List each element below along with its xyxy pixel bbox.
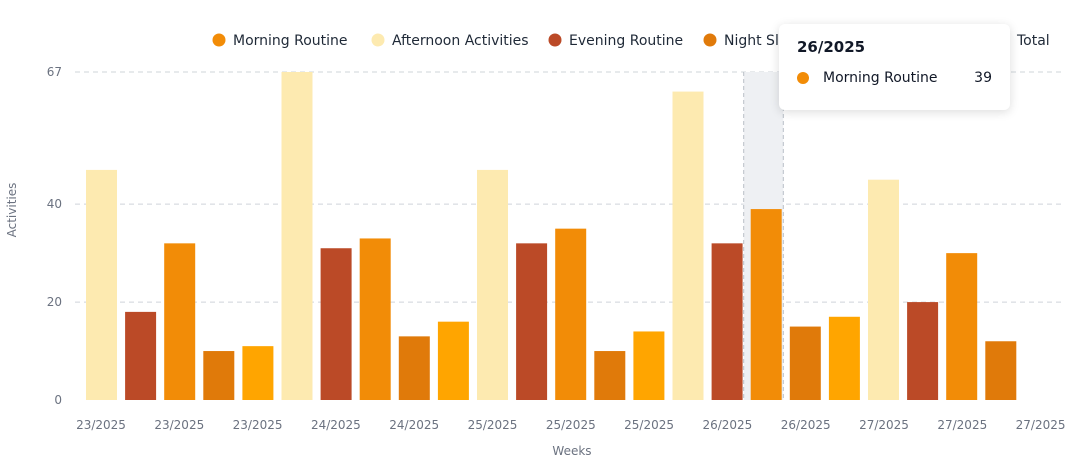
bar[interactable] [242,346,274,400]
bar[interactable] [86,169,117,400]
tooltip-value: 39 [974,70,992,86]
x-tick-label: 25/2025 [624,418,674,432]
y-tick-label: 0 [54,393,62,407]
x-axis-title: Weeks [552,444,591,458]
bar[interactable] [398,336,430,400]
bar[interactable] [868,179,899,400]
bar[interactable] [437,321,469,400]
x-tick-label: 23/2025 [233,418,283,432]
bar[interactable] [125,311,157,400]
y-axis: 0 20 40 67 [47,65,62,407]
tooltip-title: 26/2025 [797,38,866,56]
tooltip-series-dot [797,72,809,84]
legend-label[interactable]: Night Sl [724,33,779,49]
legend-marker[interactable] [548,33,562,47]
bar[interactable] [516,243,548,400]
tooltip-row: Morning Routine 39 [797,70,992,86]
x-tick-label: 25/2025 [468,418,518,432]
x-tick-label: 27/2025 [859,418,909,432]
bar[interactable] [203,351,235,400]
x-tick-label: 24/2025 [311,418,361,432]
bar[interactable] [320,248,352,400]
y-tick-label: 20 [47,295,62,309]
x-tick-label: 26/2025 [702,418,752,432]
bar[interactable] [281,72,313,400]
bar[interactable] [828,316,860,400]
legend-label[interactable]: Morning Routine [233,33,348,49]
bar[interactable] [555,228,587,400]
x-axis: 23/2025 23/2025 23/2025 24/2025 24/2025 25/20… [76,418,1065,432]
x-tick-label: 27/2025 [937,418,987,432]
legend-marker[interactable] [212,33,226,47]
legend-label[interactable]: Total [1016,33,1050,49]
x-tick-label: 24/2025 [389,418,439,432]
bar[interactable] [789,326,821,400]
legend-label[interactable]: Evening Routine [569,33,683,49]
bar[interactable] [985,341,1017,400]
legend-marker[interactable] [371,33,385,47]
bar[interactable] [594,351,626,400]
bar[interactable] [633,331,665,400]
x-tick-label: 23/2025 [76,418,126,432]
bar[interactable] [164,243,196,400]
x-tick-label: 23/2025 [154,418,204,432]
legend-marker[interactable] [703,33,717,47]
bar[interactable] [359,238,391,400]
bar[interactable] [750,209,782,400]
bar[interactable] [946,253,978,400]
bars-layer [86,72,1017,400]
x-tick-label: 27/2025 [1016,418,1066,432]
bar[interactable] [672,91,704,400]
x-tick-label: 25/2025 [546,418,596,432]
y-axis-title: Activities [5,183,19,238]
legend: Morning Routine Afternoon Activities Eveni… [212,33,1050,49]
tooltip-series-name: Morning Routine [823,70,938,86]
bar[interactable] [711,243,743,400]
y-tick-label: 40 [47,197,62,211]
bar[interactable] [477,169,508,400]
x-tick-label: 26/2025 [781,418,831,432]
bar[interactable] [907,302,939,400]
legend-label[interactable]: Afternoon Activities [392,33,529,49]
y-tick-label: 67 [47,65,62,79]
tooltip: 26/2025 Morning Routine 39 [779,24,1010,110]
